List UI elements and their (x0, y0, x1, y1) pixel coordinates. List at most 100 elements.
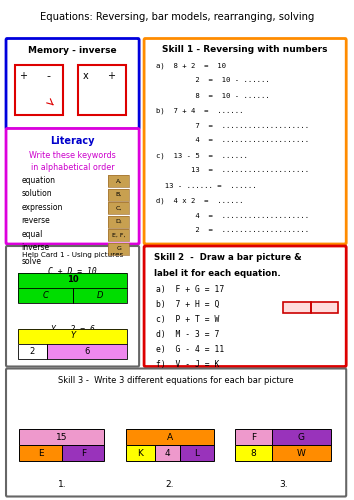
Bar (108, 216, 129, 228)
Text: solve: solve (21, 257, 41, 266)
Text: C: C (42, 290, 48, 300)
Bar (62, 445, 104, 461)
Text: c)  P + T = W: c) P + T = W (156, 315, 219, 324)
Bar (108, 175, 129, 187)
Bar (19, 445, 62, 461)
Text: +: + (19, 71, 27, 81)
Bar (180, 445, 214, 461)
Text: G: G (116, 246, 121, 251)
Text: D,: D, (115, 219, 122, 224)
Bar (47, 344, 127, 358)
Text: expression: expression (21, 203, 63, 212)
Text: b)  7 + H = Q: b) 7 + H = Q (156, 300, 219, 309)
Bar (62, 445, 104, 461)
Text: equal: equal (21, 230, 42, 239)
Bar (78, 65, 126, 115)
Text: 2.: 2. (166, 480, 174, 489)
Text: e)  G - 4 = 11: e) G - 4 = 11 (156, 345, 224, 354)
Text: 13  =  ....................: 13 = .................... (156, 168, 309, 173)
Text: a)  8 + 2  =  10: a) 8 + 2 = 10 (156, 62, 226, 69)
Text: E: E (38, 448, 44, 458)
Text: C,: C, (115, 206, 122, 210)
Bar (272, 429, 331, 445)
Bar (108, 229, 129, 241)
Text: A,: A, (115, 178, 122, 184)
Text: 8  =  10 - ......: 8 = 10 - ...... (156, 92, 269, 98)
Text: 4  =  ....................: 4 = .................... (156, 138, 309, 143)
Text: equation: equation (21, 176, 55, 185)
Bar (108, 229, 129, 241)
Bar (47, 344, 127, 358)
Text: a)  F + G = 17: a) F + G = 17 (156, 285, 224, 294)
Text: F: F (251, 432, 256, 442)
Bar (272, 445, 331, 461)
Text: inverse: inverse (21, 244, 49, 252)
Text: x: x (83, 71, 88, 81)
Bar (283, 302, 310, 312)
Bar (283, 302, 310, 312)
Bar (310, 302, 338, 312)
Bar (108, 188, 129, 200)
Text: L: L (194, 448, 199, 458)
FancyBboxPatch shape (6, 128, 139, 244)
Bar (19, 429, 104, 445)
Bar (18, 344, 47, 358)
Text: D: D (97, 290, 103, 300)
Bar (18, 344, 47, 358)
Text: d)  M - 3 = 7: d) M - 3 = 7 (156, 330, 219, 339)
Text: -: - (46, 71, 51, 81)
Text: d)  4 x 2  =  ......: d) 4 x 2 = ...... (156, 198, 243, 204)
Text: c)  13 - 5  =  ......: c) 13 - 5 = ...... (156, 152, 248, 159)
Bar (18, 272, 127, 287)
Text: 2  =  ....................: 2 = .................... (156, 228, 309, 234)
Bar (126, 429, 214, 445)
Text: Skill 2  -  Draw a bar picture &: Skill 2 - Draw a bar picture & (154, 254, 302, 262)
Bar (108, 175, 129, 187)
Bar (126, 445, 155, 461)
FancyBboxPatch shape (6, 368, 346, 496)
Bar (19, 445, 62, 461)
Text: Memory - inverse: Memory - inverse (28, 46, 117, 55)
Bar (18, 288, 73, 302)
Bar (235, 445, 272, 461)
Text: 4: 4 (165, 448, 170, 458)
Bar (235, 445, 272, 461)
Text: reverse: reverse (21, 216, 50, 226)
Text: A: A (167, 432, 173, 442)
Bar (73, 288, 127, 302)
Text: G: G (298, 432, 305, 442)
Text: solution: solution (21, 190, 52, 198)
Text: Help Card 1 - Using pictures: Help Card 1 - Using pictures (22, 252, 123, 258)
Bar (18, 272, 127, 287)
FancyBboxPatch shape (6, 246, 139, 366)
Text: b)  7 + 4  =  ......: b) 7 + 4 = ...... (156, 108, 243, 114)
Text: f)  V - J = K: f) V - J = K (156, 360, 219, 369)
Bar (272, 429, 331, 445)
Bar (108, 188, 129, 200)
Text: 8: 8 (251, 448, 256, 458)
Text: Skill 3 -  Write 3 different equations for each bar picture: Skill 3 - Write 3 different equations fo… (58, 376, 294, 385)
Text: 15: 15 (56, 432, 68, 442)
Text: C + D = 10: C + D = 10 (48, 268, 97, 276)
Bar (155, 445, 180, 461)
Bar (108, 202, 129, 214)
Text: +: + (108, 71, 115, 81)
Text: 1.: 1. (58, 480, 66, 489)
Text: 2  =  10 - ......: 2 = 10 - ...... (156, 78, 269, 84)
Bar (18, 288, 73, 302)
Bar (18, 328, 127, 344)
Text: Equations: Reversing, bar models, rearranging, solving: Equations: Reversing, bar models, rearra… (40, 12, 314, 22)
Text: E, F,: E, F, (112, 232, 125, 237)
Bar (180, 445, 214, 461)
Text: B,: B, (115, 192, 122, 197)
Bar (272, 445, 331, 461)
Text: Write these keywords
in alphabetical order: Write these keywords in alphabetical ord… (29, 151, 116, 172)
Bar (126, 429, 214, 445)
Bar (18, 328, 127, 344)
Text: W: W (297, 448, 306, 458)
Text: Y: Y (70, 332, 75, 340)
Bar (235, 429, 272, 445)
Text: F: F (81, 448, 86, 458)
Bar (19, 429, 104, 445)
FancyBboxPatch shape (144, 246, 346, 366)
